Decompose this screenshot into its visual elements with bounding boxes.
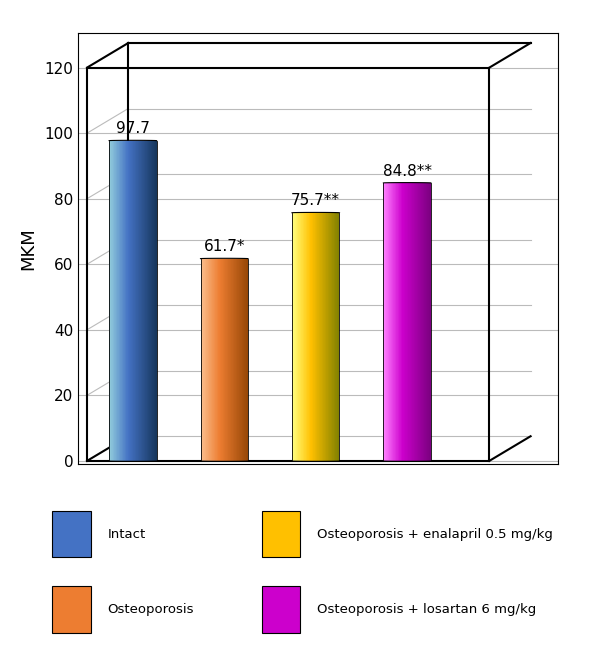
Text: 75.7**: 75.7**: [291, 194, 340, 208]
Text: Osteoporosis + enalapril 0.5 mg/kg: Osteoporosis + enalapril 0.5 mg/kg: [317, 528, 553, 540]
Text: 61.7*: 61.7*: [203, 239, 245, 255]
Y-axis label: MKM: MKM: [19, 227, 37, 270]
FancyBboxPatch shape: [262, 586, 301, 633]
Text: Intact: Intact: [107, 528, 146, 540]
FancyBboxPatch shape: [262, 511, 301, 558]
FancyBboxPatch shape: [52, 586, 91, 633]
Text: 97.7: 97.7: [116, 121, 150, 137]
Text: Osteoporosis: Osteoporosis: [107, 603, 194, 616]
Text: 84.8**: 84.8**: [383, 164, 431, 178]
FancyBboxPatch shape: [52, 511, 91, 558]
Text: Osteoporosis + losartan 6 mg/kg: Osteoporosis + losartan 6 mg/kg: [317, 603, 536, 616]
